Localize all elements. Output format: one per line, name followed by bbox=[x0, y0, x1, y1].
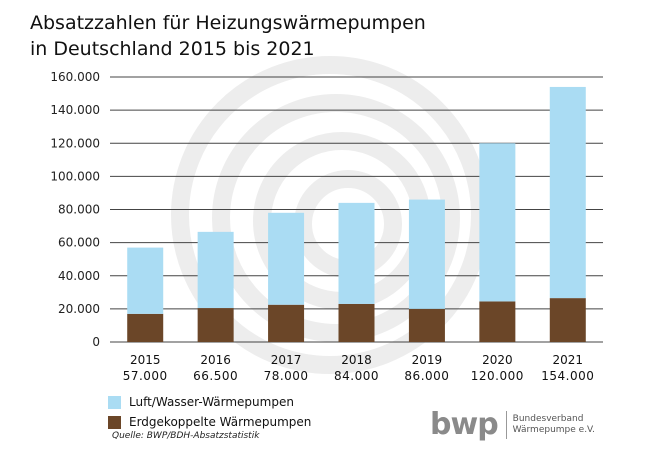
legend-swatch-luft-wasser bbox=[108, 395, 121, 409]
logo-org-name: Bundesverband Wärmepumpe e.V. bbox=[513, 414, 595, 436]
y-tick-label: 100.000 bbox=[50, 169, 100, 183]
y-tick-label: 60.000 bbox=[58, 236, 100, 250]
bar-luft-wasser-2016 bbox=[197, 231, 234, 309]
x-tick-label: 2019 bbox=[412, 353, 443, 367]
y-tick-label: 20.000 bbox=[58, 302, 100, 316]
chart-legend: Luft/Wasser-Wärmepumpen Erdgekoppelte Wä… bbox=[108, 392, 311, 432]
logo-org-line-1: Bundesverband bbox=[512, 414, 584, 424]
y-tick-label: 40.000 bbox=[58, 269, 100, 283]
x-tick-label: 2016 bbox=[200, 353, 231, 367]
y-tick-label: 0 bbox=[92, 335, 100, 349]
total-label: 120.000 bbox=[471, 369, 524, 383]
total-label: 57.000 bbox=[123, 369, 168, 383]
x-tick-label: 2018 bbox=[341, 353, 372, 367]
logo-org-line-2: Wärmepumpe e.V. bbox=[512, 425, 595, 435]
bar-erdgekoppelt-2018 bbox=[338, 303, 375, 342]
legend-item-luft-wasser: Luft/Wasser-Wärmepumpen bbox=[108, 392, 311, 412]
y-tick-label: 120.000 bbox=[50, 136, 100, 150]
bar-erdgekoppelt-2019 bbox=[408, 308, 445, 342]
total-label: 84.000 bbox=[334, 369, 379, 383]
legend-swatch-erdgekoppelt bbox=[108, 415, 121, 429]
bar-luft-wasser-2020 bbox=[479, 143, 516, 302]
watermark-ring bbox=[212, 94, 460, 342]
chart-title-line-2: in Deutschland 2015 bis 2021 bbox=[30, 38, 315, 60]
bwp-logo: bwp Bundesverband Wärmepumpe e.V. bbox=[430, 410, 595, 440]
bar-erdgekoppelt-2016 bbox=[197, 308, 234, 342]
bar-luft-wasser-2019 bbox=[408, 199, 445, 309]
bar-luft-wasser-2018 bbox=[338, 202, 375, 304]
bar-erdgekoppelt-2020 bbox=[479, 301, 516, 342]
y-tick-label: 80.000 bbox=[58, 203, 100, 217]
legend-item-erdgekoppelt: Erdgekoppelte Wärmepumpen bbox=[108, 412, 311, 432]
legend-label-luft-wasser: Luft/Wasser-Wärmepumpen bbox=[129, 395, 294, 409]
total-label: 78.000 bbox=[264, 369, 309, 383]
logo-wordmark: bwp bbox=[430, 407, 499, 442]
x-tick-label: 2020 bbox=[482, 353, 513, 367]
chart-title-line-1: Absatzzahlen für Heizungswärmepumpen bbox=[30, 12, 426, 34]
source-note: Quelle: BWP/BDH-Absatzstatistik bbox=[112, 431, 260, 441]
total-label: 86.000 bbox=[404, 369, 449, 383]
bar-erdgekoppelt-2017 bbox=[268, 304, 305, 342]
chart-title: Absatzzahlen für Heizungswärmepumpen in … bbox=[30, 10, 426, 62]
y-tick-label: 160.000 bbox=[50, 70, 100, 84]
x-tick-label: 2015 bbox=[130, 353, 161, 367]
x-tick-label: 2017 bbox=[271, 353, 302, 367]
bar-luft-wasser-2021 bbox=[549, 86, 586, 299]
total-label: 154.000 bbox=[541, 369, 594, 383]
legend-label-erdgekoppelt: Erdgekoppelte Wärmepumpen bbox=[129, 415, 312, 429]
bar-erdgekoppelt-2015 bbox=[127, 313, 164, 342]
bar-erdgekoppelt-2021 bbox=[549, 298, 586, 342]
y-tick-label: 140.000 bbox=[50, 103, 100, 117]
bar-luft-wasser-2015 bbox=[127, 247, 164, 314]
x-tick-label: 2021 bbox=[553, 353, 584, 367]
total-label: 66.500 bbox=[193, 369, 238, 383]
logo-separator bbox=[505, 411, 507, 439]
bar-luft-wasser-2017 bbox=[268, 212, 305, 305]
